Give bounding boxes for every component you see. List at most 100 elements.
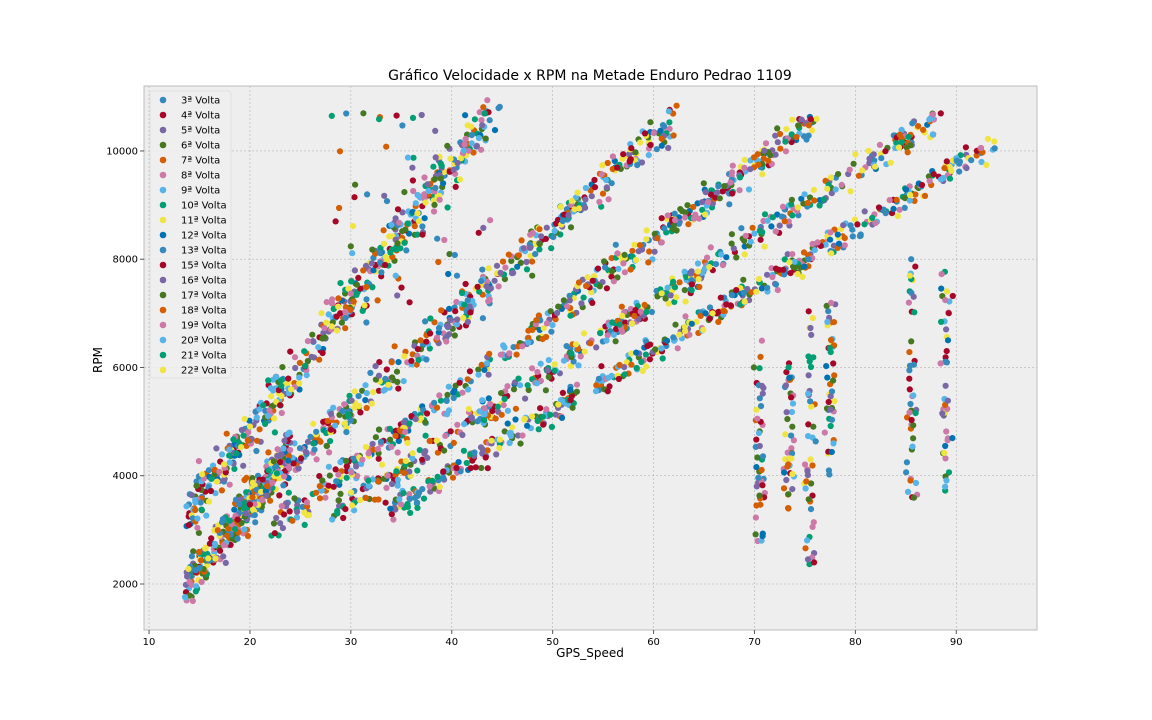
data-point bbox=[359, 387, 366, 394]
data-point bbox=[658, 345, 665, 352]
data-point bbox=[462, 112, 469, 119]
legend-marker bbox=[159, 306, 167, 314]
legend-label: 12ª Volta bbox=[181, 231, 227, 242]
data-point bbox=[942, 382, 949, 389]
data-point bbox=[414, 346, 421, 353]
data-point bbox=[670, 222, 677, 229]
data-point bbox=[313, 456, 320, 463]
data-point bbox=[666, 119, 673, 126]
data-point bbox=[421, 215, 428, 222]
data-point bbox=[705, 198, 712, 206]
data-point bbox=[822, 241, 829, 248]
data-point bbox=[688, 277, 695, 284]
data-point bbox=[184, 573, 191, 580]
data-point bbox=[782, 456, 789, 463]
data-point bbox=[618, 303, 625, 310]
data-point bbox=[277, 520, 284, 527]
data-point bbox=[628, 145, 635, 152]
data-point bbox=[573, 381, 581, 388]
data-point bbox=[482, 135, 489, 142]
data-point bbox=[712, 261, 720, 268]
data-point bbox=[468, 140, 475, 147]
data-point bbox=[445, 323, 452, 330]
data-point bbox=[554, 216, 562, 223]
data-point bbox=[828, 416, 836, 423]
data-point bbox=[782, 138, 789, 145]
data-point bbox=[218, 451, 226, 458]
data-point bbox=[539, 413, 547, 420]
data-point bbox=[805, 390, 812, 397]
data-point bbox=[265, 467, 272, 474]
data-point bbox=[741, 251, 748, 258]
data-point bbox=[440, 474, 447, 481]
data-point bbox=[824, 374, 831, 381]
data-point bbox=[910, 494, 918, 501]
data-point bbox=[583, 282, 590, 290]
data-point bbox=[421, 191, 428, 198]
data-point bbox=[427, 330, 434, 337]
data-point bbox=[910, 435, 917, 442]
data-point bbox=[304, 438, 312, 445]
data-point bbox=[696, 215, 703, 222]
data-point bbox=[830, 360, 837, 367]
data-point bbox=[377, 244, 384, 251]
data-point bbox=[682, 298, 689, 305]
data-point bbox=[348, 469, 355, 476]
data-point bbox=[740, 289, 747, 296]
data-point bbox=[332, 218, 339, 225]
data-point bbox=[328, 112, 335, 119]
data-point bbox=[774, 125, 781, 132]
data-point bbox=[608, 273, 615, 280]
data-point bbox=[601, 258, 608, 265]
data-point bbox=[575, 362, 582, 369]
data-point bbox=[633, 364, 640, 372]
data-point bbox=[903, 469, 910, 476]
data-point bbox=[942, 455, 949, 462]
data-point bbox=[977, 144, 985, 152]
data-point bbox=[943, 288, 951, 295]
data-point bbox=[307, 433, 314, 440]
data-point bbox=[321, 334, 328, 341]
data-point bbox=[962, 144, 970, 151]
data-point bbox=[270, 458, 277, 465]
data-point bbox=[246, 501, 253, 508]
data-point bbox=[596, 198, 603, 206]
data-point bbox=[806, 194, 814, 201]
data-point bbox=[643, 236, 650, 243]
data-point bbox=[401, 189, 408, 196]
data-point bbox=[400, 490, 407, 497]
data-point bbox=[715, 318, 722, 325]
data-point bbox=[481, 411, 488, 418]
data-point bbox=[616, 361, 623, 369]
data-point bbox=[279, 525, 286, 532]
data-point bbox=[808, 331, 815, 338]
data-point bbox=[450, 439, 457, 446]
data-point bbox=[234, 516, 241, 523]
data-point bbox=[480, 224, 487, 231]
data-point bbox=[326, 449, 333, 456]
data-point bbox=[513, 351, 520, 358]
data-point bbox=[425, 187, 432, 195]
data-point bbox=[788, 139, 795, 146]
data-point bbox=[769, 214, 777, 221]
data-point bbox=[375, 426, 383, 433]
data-point bbox=[830, 440, 837, 447]
data-point bbox=[406, 495, 413, 503]
data-point bbox=[693, 318, 700, 325]
data-point bbox=[296, 386, 303, 393]
data-point bbox=[365, 450, 372, 457]
data-point bbox=[870, 151, 877, 158]
data-point bbox=[717, 294, 724, 301]
data-point bbox=[549, 322, 556, 329]
data-point bbox=[507, 429, 514, 436]
data-point bbox=[512, 405, 520, 412]
data-point bbox=[973, 152, 980, 159]
data-point bbox=[478, 464, 485, 472]
data-point bbox=[316, 356, 323, 363]
data-point bbox=[805, 256, 812, 263]
data-point bbox=[429, 477, 436, 484]
data-point bbox=[504, 420, 511, 427]
data-point bbox=[304, 357, 311, 365]
data-point bbox=[445, 383, 452, 390]
